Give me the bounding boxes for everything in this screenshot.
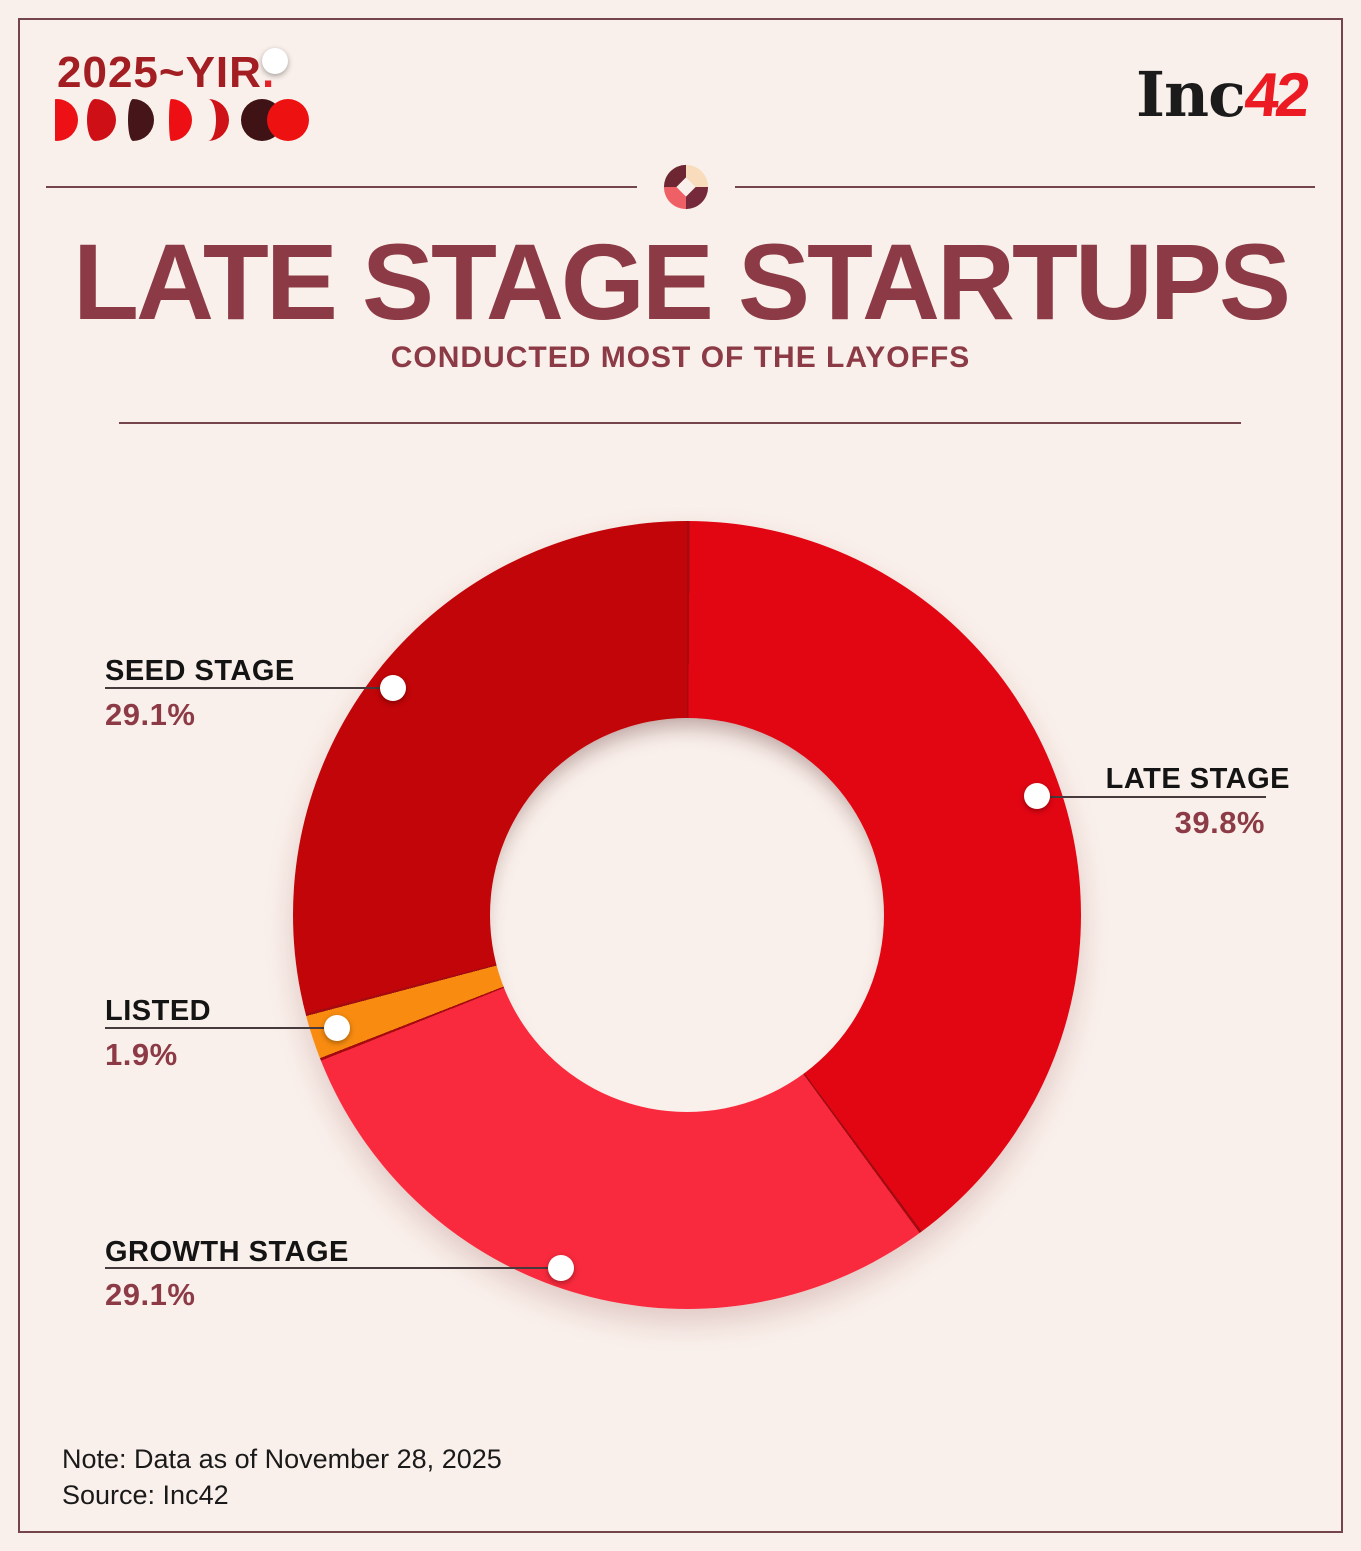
header-divider-left	[46, 186, 637, 188]
header-divider-right	[735, 186, 1315, 188]
petal-circle-icon	[663, 164, 709, 210]
yir-logo-text: 2025~YIR	[57, 48, 262, 97]
petal-nw	[663, 164, 686, 187]
title-divider	[119, 422, 1241, 424]
source-line: Source: Inc42	[62, 1480, 229, 1511]
donut-chart	[293, 521, 1081, 1309]
note-line: Note: Data as of November 28, 2025	[62, 1444, 502, 1474]
inc42-logo: Inc42	[1136, 58, 1310, 131]
listed-label: LISTED	[105, 995, 212, 1027]
footer-note: Note: Data as of November 28, 2025 Sourc…	[62, 1441, 502, 1514]
yir-logo-dot: .	[261, 48, 288, 97]
growth-stage-label: GROWTH STAGE	[105, 1236, 349, 1268]
page-title: LATE STAGE STARTUPS	[72, 221, 1291, 342]
inc42-logo-inc: Inc	[1136, 58, 1246, 131]
listed-percent: 1.9%	[105, 1037, 178, 1072]
yir-2025-logo: 2025~YIR.	[57, 48, 288, 98]
late-stage-leader-line	[1037, 796, 1266, 798]
petal-se	[686, 187, 709, 210]
late-stage-percent: 39.8%	[1174, 805, 1265, 840]
petal-ne	[686, 164, 709, 187]
moon-shape-1	[55, 99, 78, 141]
seed-stage-leader-line	[105, 687, 394, 689]
moon-shape-4	[169, 99, 192, 141]
moon-shape-7	[267, 99, 309, 141]
late-stage-marker-dot	[1024, 783, 1050, 809]
petal-sw	[663, 187, 686, 210]
growth-stage-leader-line	[105, 1267, 561, 1269]
moon-shape-5	[208, 99, 229, 141]
late-stage-label: LATE STAGE	[1105, 763, 1290, 795]
growth-stage-marker-dot	[548, 1255, 574, 1281]
page-subtitle: CONDUCTED MOST OF THE LAYOFFS	[390, 341, 971, 374]
donut-hole	[490, 718, 884, 1112]
seed-stage-marker-dot	[380, 675, 406, 701]
moon-shape-3	[128, 99, 154, 141]
inc42-logo-42: 42	[1241, 61, 1310, 130]
listed-marker-dot	[324, 1015, 350, 1041]
moon-phases-icon	[55, 99, 309, 141]
moon-shape-2	[87, 99, 116, 141]
seed-stage-label: SEED STAGE	[105, 655, 295, 687]
growth-stage-percent: 29.1%	[105, 1277, 196, 1312]
seed-stage-percent: 29.1%	[105, 697, 196, 732]
listed-leader-line	[105, 1027, 337, 1029]
